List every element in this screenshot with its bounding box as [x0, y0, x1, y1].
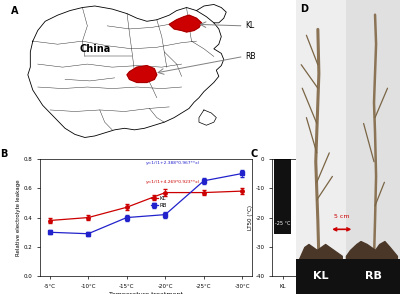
Polygon shape — [196, 4, 226, 23]
Text: -25 °C: -25 °C — [275, 221, 290, 226]
Text: A: A — [10, 6, 18, 16]
Text: RB: RB — [364, 271, 381, 281]
Polygon shape — [127, 66, 157, 82]
Text: y=1/(1+4.269*0.923**x): y=1/(1+4.269*0.923**x) — [146, 180, 200, 184]
Text: China: China — [79, 44, 110, 54]
Bar — [296, 259, 400, 294]
Text: -19 °C: -19 °C — [302, 203, 317, 208]
Bar — [274, 159, 291, 234]
Polygon shape — [169, 15, 202, 32]
Y-axis label: LT50 (°C): LT50 (°C) — [248, 205, 252, 230]
Text: RB: RB — [245, 52, 255, 61]
Polygon shape — [28, 6, 224, 138]
Text: y=1/(1+2.388*0.967**x): y=1/(1+2.388*0.967**x) — [146, 161, 200, 165]
Text: 5 cm: 5 cm — [334, 214, 350, 219]
X-axis label: Temperature treatment: Temperature treatment — [109, 292, 183, 294]
Y-axis label: Relative electrolyte leakage: Relative electrolyte leakage — [16, 179, 21, 256]
Bar — [296, 0, 346, 259]
Bar — [301, 159, 318, 215]
Polygon shape — [199, 110, 216, 125]
Bar — [346, 0, 400, 259]
Text: C: C — [250, 149, 258, 159]
Text: KL: KL — [313, 271, 329, 281]
Legend: KL, RB: KL, RB — [149, 193, 170, 211]
Text: KL: KL — [245, 21, 254, 30]
Text: B: B — [0, 149, 7, 159]
Text: D: D — [300, 4, 308, 14]
